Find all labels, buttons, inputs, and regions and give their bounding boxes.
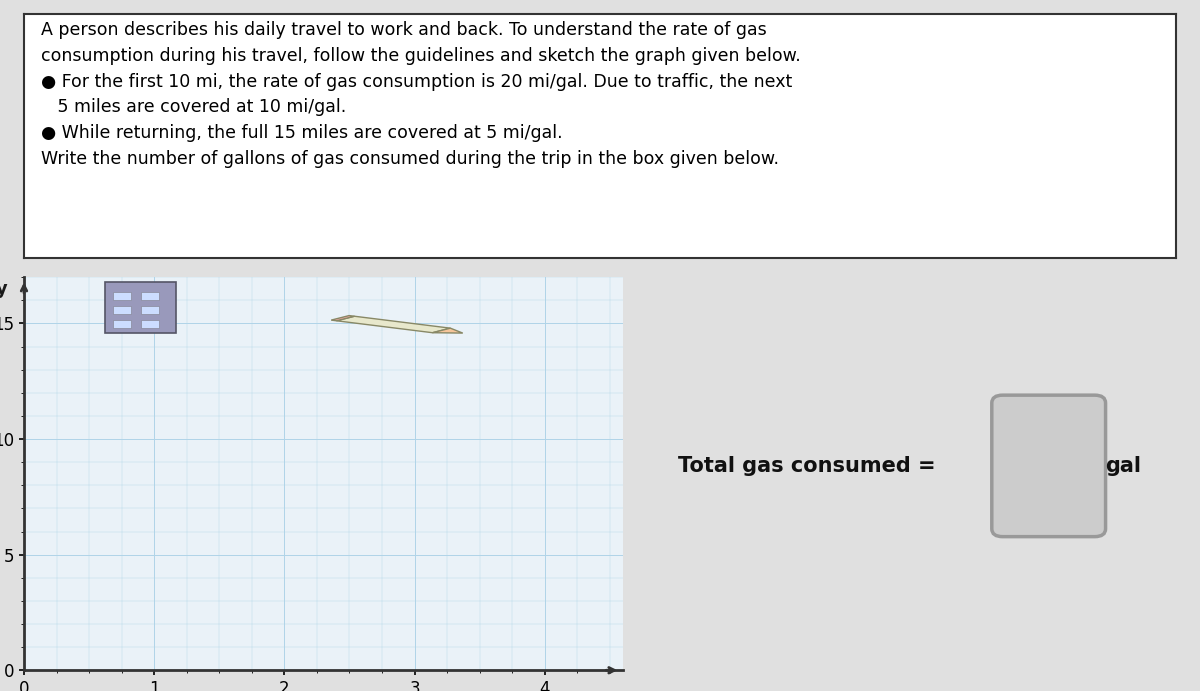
FancyBboxPatch shape xyxy=(991,395,1105,537)
FancyBboxPatch shape xyxy=(104,282,176,333)
Polygon shape xyxy=(336,316,450,332)
FancyBboxPatch shape xyxy=(113,306,131,314)
FancyBboxPatch shape xyxy=(113,292,131,301)
FancyBboxPatch shape xyxy=(142,292,160,301)
FancyBboxPatch shape xyxy=(113,320,131,328)
Polygon shape xyxy=(432,328,463,333)
FancyBboxPatch shape xyxy=(142,320,160,328)
Text: A person describes his daily travel to work and back. To understand the rate of : A person describes his daily travel to w… xyxy=(41,21,802,168)
Text: Total gas consumed =: Total gas consumed = xyxy=(678,456,935,476)
Polygon shape xyxy=(331,316,354,321)
Text: gal: gal xyxy=(1105,456,1141,476)
FancyBboxPatch shape xyxy=(142,306,160,314)
Text: y: y xyxy=(0,280,7,298)
